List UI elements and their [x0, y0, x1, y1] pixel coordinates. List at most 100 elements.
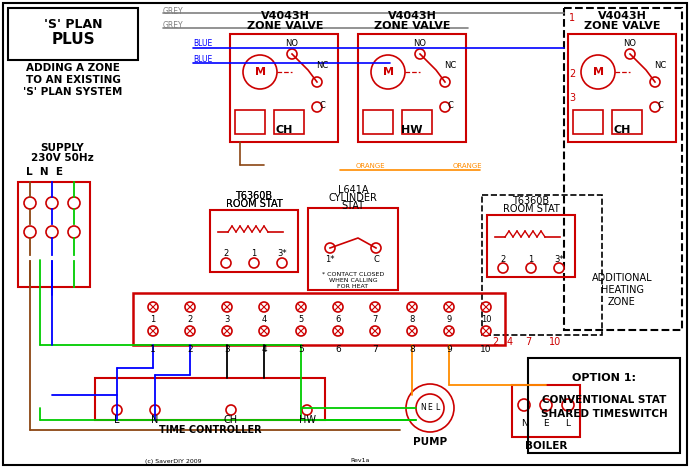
Circle shape [371, 243, 381, 253]
Bar [573, 110, 603, 134]
Circle shape [325, 243, 335, 253]
Circle shape [407, 326, 417, 336]
Text: 4: 4 [507, 337, 513, 347]
Bar [363, 110, 393, 134]
Circle shape [481, 326, 491, 336]
Text: Rev1a: Rev1a [351, 459, 370, 463]
Text: 1: 1 [150, 344, 156, 353]
Circle shape [259, 302, 269, 312]
Text: E: E [428, 403, 433, 412]
Text: CH: CH [275, 125, 293, 135]
Circle shape [444, 302, 454, 312]
Text: V4043H: V4043H [388, 11, 437, 21]
Circle shape [296, 326, 306, 336]
Circle shape [518, 399, 530, 411]
Bar [512, 385, 580, 437]
Circle shape [444, 326, 454, 336]
Circle shape [185, 326, 195, 336]
Circle shape [440, 77, 450, 87]
Text: CH: CH [613, 125, 631, 135]
Text: NC: NC [444, 61, 456, 71]
Text: N: N [151, 415, 159, 425]
Text: 3: 3 [224, 344, 230, 353]
Circle shape [371, 55, 405, 89]
Text: L641A: L641A [337, 185, 368, 195]
Text: 1: 1 [150, 314, 156, 323]
Bar [95, 378, 325, 420]
Circle shape [407, 302, 417, 312]
Text: CH: CH [224, 415, 238, 425]
Circle shape [581, 55, 615, 89]
Circle shape [406, 384, 454, 432]
Text: NC: NC [654, 61, 666, 71]
Circle shape [562, 399, 574, 411]
Text: 3: 3 [569, 93, 575, 103]
Text: OPTION 1:: OPTION 1: [572, 373, 636, 383]
Circle shape [312, 77, 322, 87]
Text: WHEN CALLING: WHEN CALLING [328, 278, 377, 283]
Text: M: M [382, 67, 393, 77]
Text: BOILER: BOILER [525, 441, 567, 451]
Circle shape [221, 258, 231, 268]
Text: 3: 3 [224, 314, 230, 323]
Text: HW: HW [299, 415, 315, 425]
Text: 1: 1 [569, 13, 575, 23]
Circle shape [150, 405, 160, 415]
Text: 2: 2 [500, 255, 506, 263]
Text: ORANGE: ORANGE [355, 163, 385, 169]
Circle shape [481, 302, 491, 312]
Text: 6: 6 [335, 344, 341, 353]
Text: 1: 1 [251, 249, 257, 258]
Circle shape [333, 326, 343, 336]
Bar [230, 34, 338, 142]
Bar [210, 210, 298, 272]
Text: 2: 2 [224, 249, 228, 258]
Text: 10: 10 [481, 314, 491, 323]
Text: 7: 7 [525, 337, 531, 347]
Circle shape [540, 399, 552, 411]
Text: GREY: GREY [163, 7, 184, 15]
Text: V4043H: V4043H [261, 11, 309, 21]
Text: 8: 8 [409, 314, 415, 323]
Text: PUMP: PUMP [413, 437, 447, 447]
Circle shape [185, 302, 195, 312]
Text: M: M [255, 67, 266, 77]
Circle shape [249, 258, 259, 268]
Circle shape [68, 226, 80, 238]
Text: 'S' PLAN: 'S' PLAN [43, 17, 102, 30]
Text: 2: 2 [188, 314, 193, 323]
Circle shape [222, 326, 232, 336]
Circle shape [226, 405, 236, 415]
Circle shape [24, 197, 36, 209]
Text: SUPPLY: SUPPLY [40, 143, 83, 153]
Text: SHARED TIMESWITCH: SHARED TIMESWITCH [541, 409, 667, 419]
Text: HW: HW [402, 125, 423, 135]
Text: L  N  E: L N E [26, 167, 63, 177]
Circle shape [259, 326, 269, 336]
Text: TO AN EXISTING: TO AN EXISTING [26, 75, 121, 85]
Text: 7: 7 [373, 314, 377, 323]
Text: NO: NO [413, 39, 426, 49]
Circle shape [370, 326, 380, 336]
Text: NC: NC [316, 61, 328, 71]
Text: 3*: 3* [277, 249, 287, 258]
Text: 9: 9 [446, 344, 452, 353]
Text: T6360B: T6360B [513, 196, 549, 206]
Circle shape [243, 55, 277, 89]
Text: GREY: GREY [163, 21, 184, 29]
Bar [568, 34, 676, 142]
Circle shape [650, 77, 660, 87]
Bar [235, 110, 265, 134]
Bar [487, 215, 575, 277]
Text: E: E [543, 418, 549, 427]
Text: NO: NO [624, 39, 636, 49]
Bar [612, 110, 642, 134]
Text: ADDITIONAL
HEATING
ZONE: ADDITIONAL HEATING ZONE [592, 273, 652, 307]
Text: 5: 5 [298, 344, 304, 353]
Circle shape [148, 326, 158, 336]
Text: T6360B: T6360B [235, 191, 273, 201]
Circle shape [498, 263, 508, 273]
Text: N: N [420, 403, 426, 412]
Circle shape [650, 102, 660, 112]
Text: ROOM STAT: ROOM STAT [226, 199, 282, 209]
